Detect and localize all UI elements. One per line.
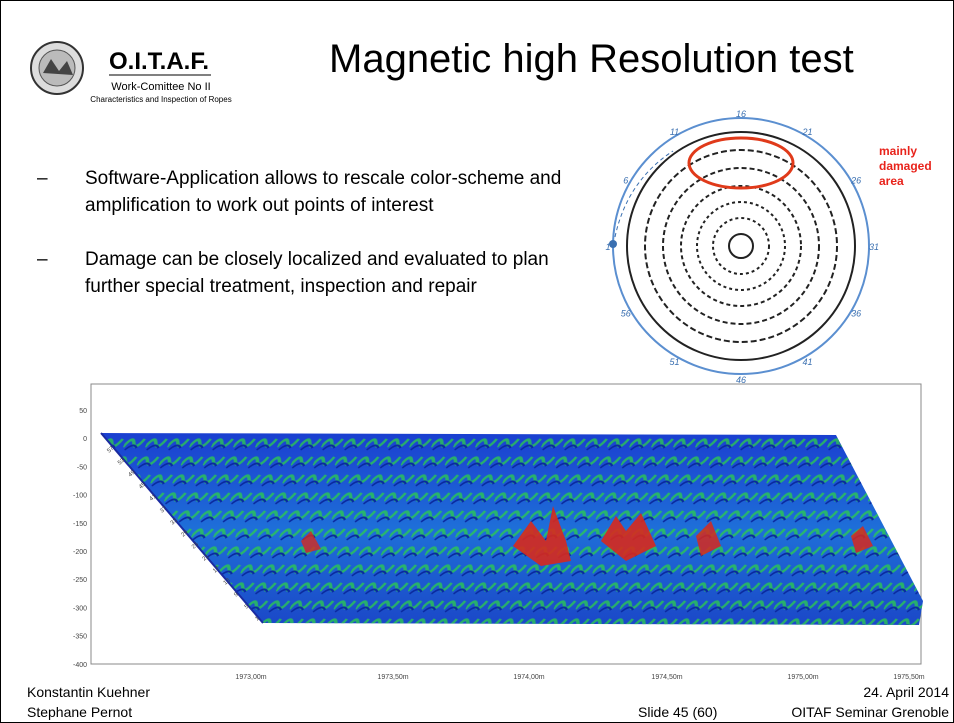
surface-plot xyxy=(90,383,923,665)
depth-label: 49 xyxy=(128,469,137,478)
y-label: -50 xyxy=(77,464,87,471)
logo-name: O.I.T.A.F. xyxy=(109,48,209,75)
position-label: 56 xyxy=(621,309,631,319)
x-label: 1975,50m xyxy=(893,674,924,681)
depth-label: 13 xyxy=(223,577,232,586)
depth-label: 17 xyxy=(212,565,221,574)
depth-label: 33 xyxy=(170,517,179,526)
y-label: 50 xyxy=(79,408,87,415)
bullet: – Software-Application allows to rescale … xyxy=(37,165,585,219)
depth-label: 5 xyxy=(244,603,251,610)
footer-slide: Slide 45 (60) xyxy=(638,704,718,720)
logo-line1: Work-Comittee No II xyxy=(111,81,210,93)
bullet-dash: – xyxy=(37,168,48,189)
logo-line2: Characteristics and Inspection of Ropes xyxy=(90,95,231,104)
bullet-text: Software-Application allows to rescale c… xyxy=(85,168,562,216)
x-label: 1974,00m xyxy=(513,674,544,681)
bullet-text: Damage can be closely localized and eval… xyxy=(85,249,549,297)
position-label: 11 xyxy=(670,127,679,137)
depth-label: 9 xyxy=(233,591,240,598)
footer-author: Konstantin Kuehner xyxy=(27,684,150,700)
footer-date: 24. April 2014 xyxy=(863,684,949,700)
bullet: – Damage can be closely localized and eva… xyxy=(37,246,585,300)
annotation-line: mainly xyxy=(879,144,917,158)
position-label: 6 xyxy=(623,176,628,186)
position-label: 51 xyxy=(669,357,679,367)
x-label: 1973,00m xyxy=(235,674,266,681)
y-label: -100 xyxy=(73,493,87,500)
annotation-line: area xyxy=(879,174,904,188)
position-label: 41 xyxy=(802,357,812,367)
y-label: 0 xyxy=(83,436,87,443)
bullet-dash: – xyxy=(37,249,48,270)
position-label: 26 xyxy=(850,176,861,186)
logo-emblem xyxy=(30,41,84,95)
y-label: -400 xyxy=(73,662,87,669)
y-label: -300 xyxy=(73,605,87,612)
x-label: 1975,00m xyxy=(787,674,818,681)
x-label: 1973,50m xyxy=(377,674,408,681)
y-label: -250 xyxy=(73,577,87,584)
depth-label: 53 xyxy=(117,457,126,466)
depth-label: 41 xyxy=(149,493,158,502)
position-label: 36 xyxy=(851,309,861,319)
depth-label: 29 xyxy=(180,529,189,538)
position-label: 31 xyxy=(869,242,879,252)
position-label: 21 xyxy=(801,127,812,137)
y-label: -150 xyxy=(73,521,87,528)
depth-label: 25 xyxy=(191,541,200,550)
y-label: -350 xyxy=(73,634,87,641)
depth-label: 1 xyxy=(254,615,261,622)
y-label: -200 xyxy=(73,549,87,556)
footer-author: Stephane Pernot xyxy=(27,704,133,720)
annotation-line: damaged xyxy=(879,159,932,173)
depth-label: 37 xyxy=(159,505,168,514)
rope-diagram xyxy=(609,117,870,375)
depth-label: 45 xyxy=(138,481,147,490)
slide-title: Magnetic high Resolution test xyxy=(329,37,854,81)
depth-label: 57 xyxy=(106,445,115,454)
x-label: 1974,50m xyxy=(651,674,682,681)
position-label: 1 xyxy=(605,242,610,252)
position-label: 46 xyxy=(736,375,746,385)
position-label: 16 xyxy=(736,109,746,119)
depth-label: 21 xyxy=(202,553,211,562)
footer-event: OITAF Seminar Grenoble xyxy=(791,704,949,720)
